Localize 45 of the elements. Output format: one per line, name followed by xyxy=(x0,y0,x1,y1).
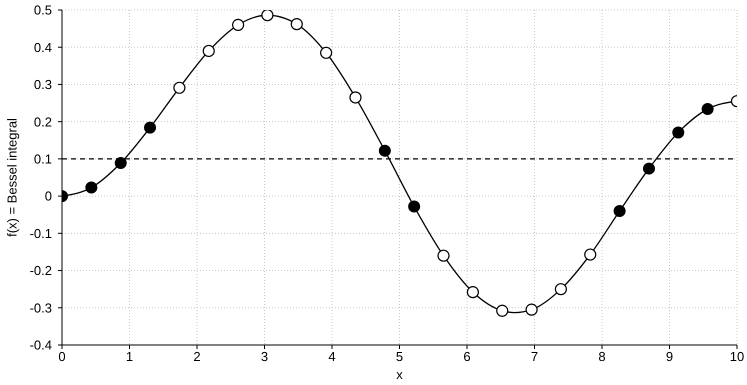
y-tick-label: -0.1 xyxy=(30,226,52,241)
point xyxy=(114,156,127,169)
point xyxy=(437,250,450,262)
y-axis-title: f(x) = Bessel integral xyxy=(4,118,20,237)
x-tick-label: 1 xyxy=(126,349,134,364)
x-tick-label: 9 xyxy=(666,349,674,364)
point xyxy=(614,205,626,217)
y-tick-label: 0.5 xyxy=(34,2,52,18)
y-tick-label: 0.2 xyxy=(34,114,52,130)
y-tick-label: 0 xyxy=(44,188,52,204)
y-tick-label: 0.1 xyxy=(34,152,52,167)
y-tick-label: -0.3 xyxy=(30,300,52,316)
point xyxy=(702,103,714,116)
point xyxy=(202,44,215,58)
x-tick-label: 5 xyxy=(396,349,404,364)
point xyxy=(261,10,274,22)
y-tick-label: 0.4 xyxy=(34,40,52,55)
point xyxy=(232,18,244,31)
point xyxy=(672,126,684,138)
x-tick-label: 3 xyxy=(260,349,268,364)
x-tick-label: 0 xyxy=(58,349,66,364)
point xyxy=(496,304,508,317)
y-tick-label: -0.4 xyxy=(30,338,52,353)
point xyxy=(554,283,567,296)
point xyxy=(320,46,332,59)
x-tick-label: 6 xyxy=(463,349,471,364)
x-tick-label: 2 xyxy=(193,349,201,364)
x-tick-label: 8 xyxy=(598,349,606,364)
point xyxy=(144,122,156,134)
x-tick-label: 10 xyxy=(730,349,744,364)
y-tick-label: -0.2 xyxy=(30,263,52,278)
x-axis-title: x xyxy=(396,367,404,382)
point xyxy=(173,82,186,94)
y-tick-label: 0.3 xyxy=(34,77,52,92)
point xyxy=(378,144,391,157)
x-tick-label: 4 xyxy=(328,349,336,364)
point xyxy=(466,286,479,298)
point xyxy=(290,18,303,30)
point xyxy=(525,304,538,316)
point xyxy=(642,162,655,175)
point xyxy=(349,91,362,104)
point xyxy=(408,200,420,213)
x-tick-label: 7 xyxy=(530,349,538,364)
point xyxy=(85,182,98,194)
point xyxy=(584,248,596,261)
